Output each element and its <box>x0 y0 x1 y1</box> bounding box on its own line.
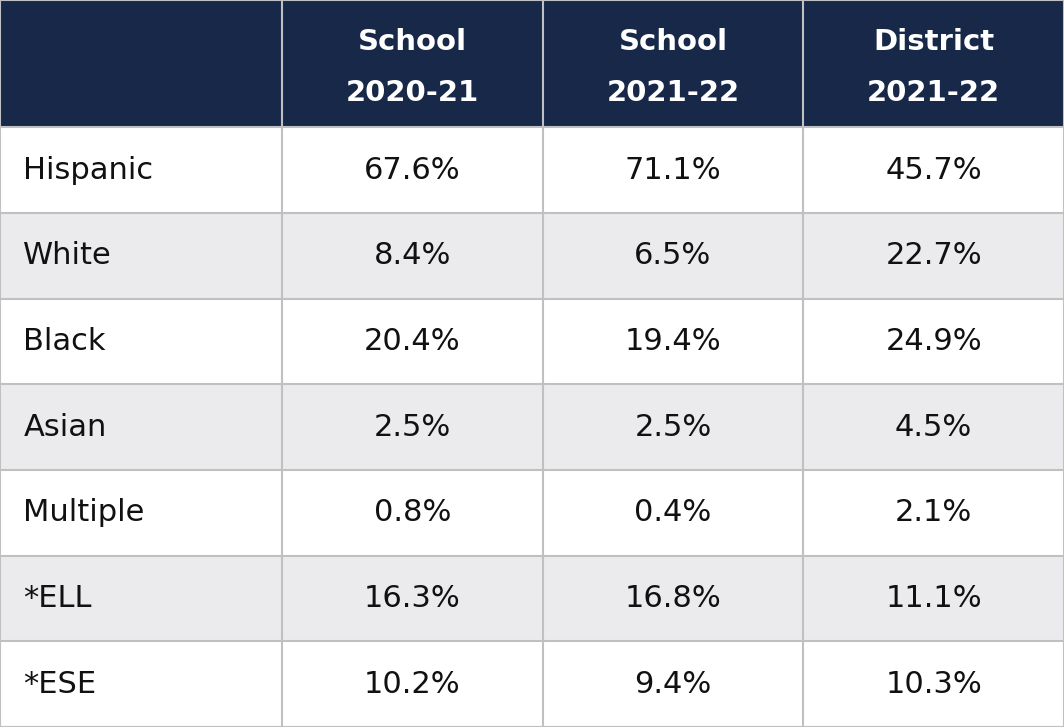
Bar <box>282 127 543 213</box>
Text: Multiple: Multiple <box>23 498 145 527</box>
Text: 24.9%: 24.9% <box>885 327 982 356</box>
Text: 16.8%: 16.8% <box>625 584 721 613</box>
Bar <box>0 641 282 727</box>
Bar <box>803 385 1064 470</box>
Text: 10.3%: 10.3% <box>885 670 982 699</box>
Bar <box>282 0 543 127</box>
Bar <box>543 0 803 127</box>
Bar <box>543 127 803 213</box>
Bar <box>543 470 803 555</box>
Bar <box>543 555 803 641</box>
Bar <box>803 470 1064 555</box>
Text: 8.4%: 8.4% <box>373 241 451 270</box>
Bar <box>282 470 543 555</box>
Bar <box>0 555 282 641</box>
Bar <box>543 299 803 385</box>
Bar <box>0 0 282 127</box>
Text: School: School <box>618 28 728 56</box>
Bar <box>0 385 282 470</box>
Text: *ESE: *ESE <box>23 670 97 699</box>
Text: School: School <box>358 28 467 56</box>
Text: 9.4%: 9.4% <box>634 670 712 699</box>
Bar <box>803 555 1064 641</box>
Text: 6.5%: 6.5% <box>634 241 712 270</box>
Text: 2021-22: 2021-22 <box>867 79 1000 107</box>
Text: 16.3%: 16.3% <box>364 584 461 613</box>
Text: 71.1%: 71.1% <box>625 156 721 185</box>
Text: Hispanic: Hispanic <box>23 156 153 185</box>
Bar <box>0 299 282 385</box>
Text: 0.8%: 0.8% <box>373 498 451 527</box>
Text: 2020-21: 2020-21 <box>346 79 479 107</box>
Bar <box>543 213 803 299</box>
Text: District: District <box>874 28 994 56</box>
Bar <box>282 641 543 727</box>
Bar <box>0 127 282 213</box>
Bar <box>803 127 1064 213</box>
Bar <box>803 213 1064 299</box>
Bar <box>803 299 1064 385</box>
Text: 67.6%: 67.6% <box>364 156 461 185</box>
Text: Black: Black <box>23 327 106 356</box>
Bar <box>282 299 543 385</box>
Text: Asian: Asian <box>23 413 106 441</box>
Text: *ELL: *ELL <box>23 584 92 613</box>
Bar <box>803 641 1064 727</box>
Text: 2.5%: 2.5% <box>634 413 712 441</box>
Text: White: White <box>23 241 112 270</box>
Bar <box>282 213 543 299</box>
Text: 10.2%: 10.2% <box>364 670 461 699</box>
Text: 20.4%: 20.4% <box>364 327 461 356</box>
Bar <box>282 385 543 470</box>
Text: 0.4%: 0.4% <box>634 498 712 527</box>
Text: 2.1%: 2.1% <box>895 498 972 527</box>
Bar <box>543 385 803 470</box>
Text: 45.7%: 45.7% <box>885 156 982 185</box>
Bar <box>0 213 282 299</box>
Text: 19.4%: 19.4% <box>625 327 721 356</box>
Text: 2.5%: 2.5% <box>373 413 451 441</box>
Text: 11.1%: 11.1% <box>885 584 982 613</box>
Bar <box>0 470 282 555</box>
Bar <box>543 641 803 727</box>
Bar <box>803 0 1064 127</box>
Text: 2021-22: 2021-22 <box>606 79 739 107</box>
Text: 22.7%: 22.7% <box>885 241 982 270</box>
Text: 4.5%: 4.5% <box>895 413 972 441</box>
Bar <box>282 555 543 641</box>
